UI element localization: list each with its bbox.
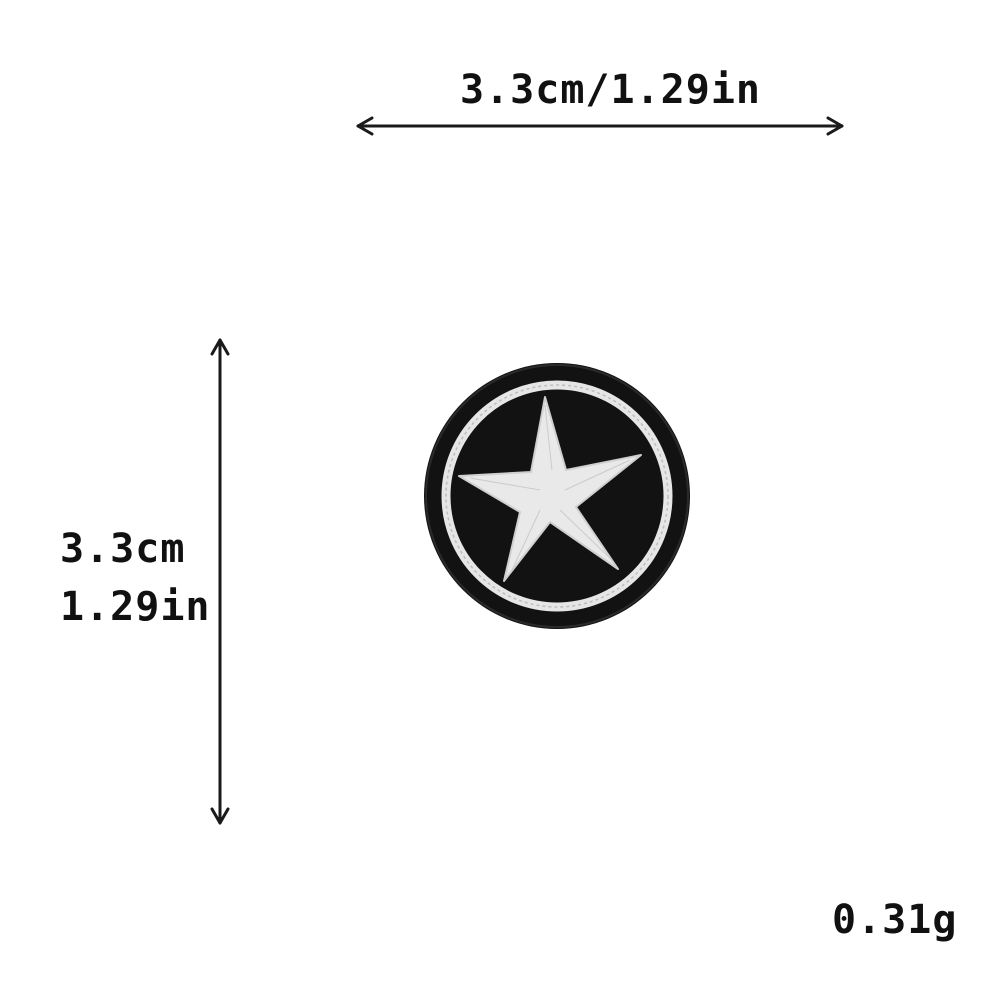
star-icon <box>458 396 642 582</box>
height-arrow <box>210 338 230 825</box>
width-measurement-label: 3.3cm/1.29in <box>460 67 761 113</box>
width-arrow <box>356 116 844 136</box>
height-in-text: 1.29in <box>60 584 211 630</box>
weight-label: 0.31g <box>832 897 958 943</box>
height-cm-text: 3.3cm <box>60 526 186 572</box>
height-measurement-label: 3.3cm 1.29in <box>60 520 211 636</box>
star-patch-icon <box>424 363 690 629</box>
